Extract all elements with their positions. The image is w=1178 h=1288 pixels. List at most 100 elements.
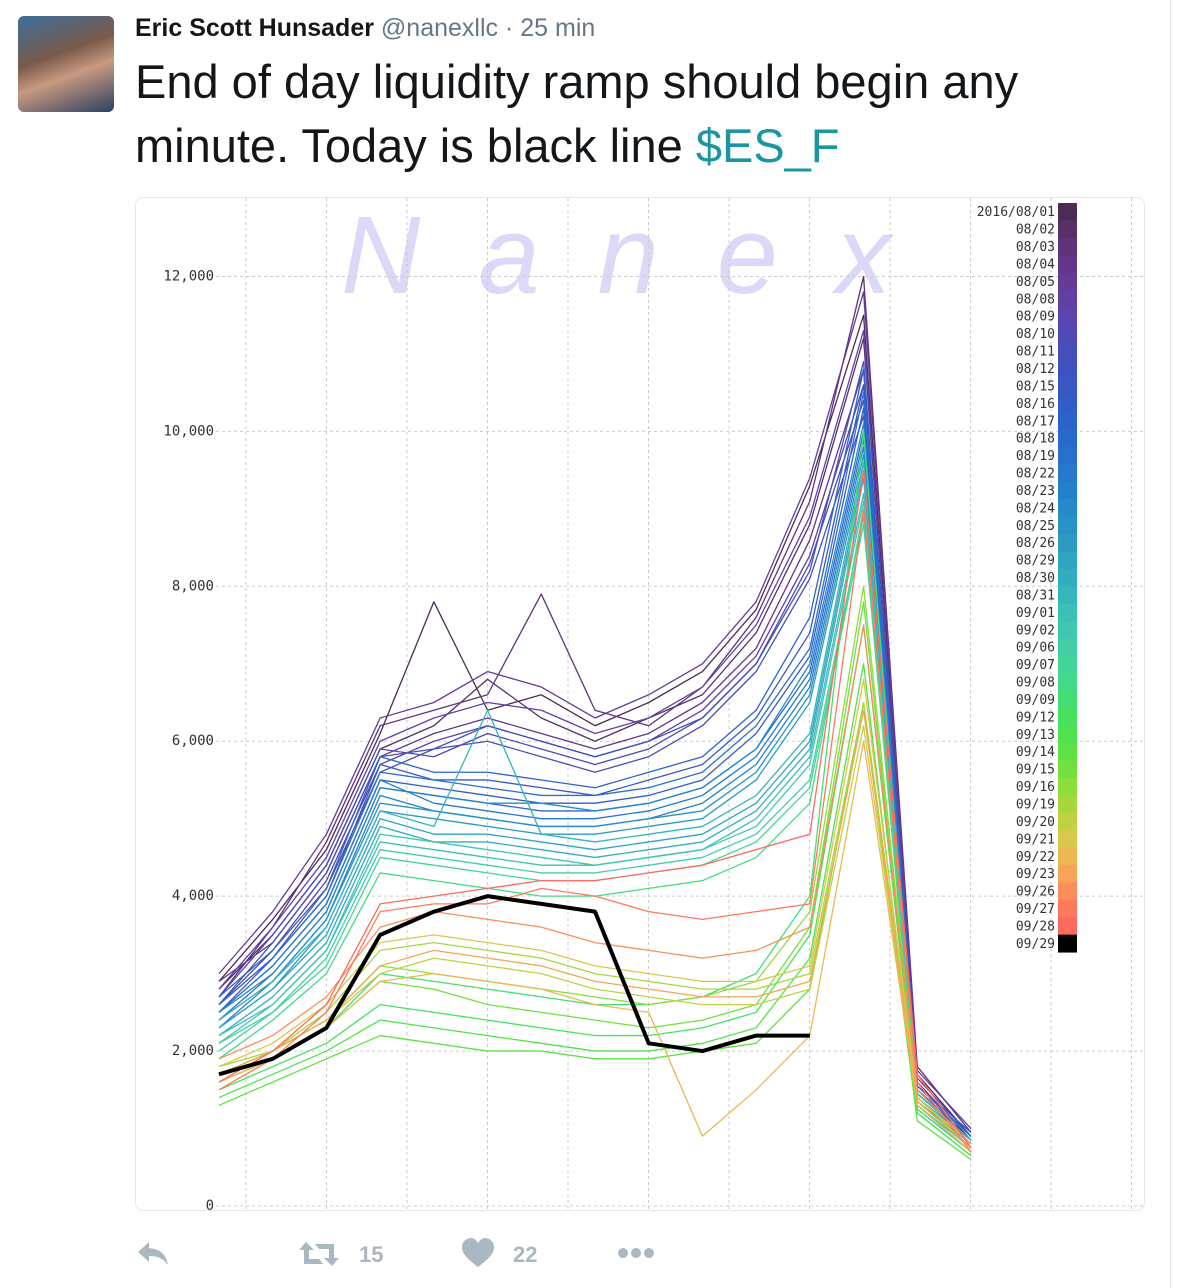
legend-swatch: [1058, 342, 1077, 361]
retweet-icon[interactable]: [297, 1234, 341, 1274]
like-count: 22: [513, 1242, 538, 1267]
legend-label: 08/24: [1016, 501, 1055, 516]
series-line: [218, 508, 972, 1153]
legend-swatch: [1058, 481, 1077, 500]
legend-label: 09/02: [1016, 623, 1055, 638]
legend-swatch: [1058, 899, 1077, 918]
legend-label: 08/08: [1016, 292, 1055, 307]
legend-swatch: [1058, 917, 1077, 936]
series-line: [218, 678, 972, 1145]
legend-swatch: [1058, 394, 1077, 413]
legend-label: 08/25: [1016, 519, 1055, 534]
like-icon[interactable]: [460, 1234, 496, 1274]
legend-swatch: [1058, 830, 1077, 849]
legend-label: 09/14: [1016, 745, 1055, 760]
scrollbar: [1170, 0, 1171, 1288]
legend-label: 09/27: [1016, 902, 1055, 917]
legend-swatch: [1058, 516, 1077, 535]
chart-image[interactable]: Nanex 0 2,000 4,000 6,000 8,000 10,000 12,000 2…: [135, 197, 1145, 1211]
legend-swatch: [1058, 743, 1077, 761]
legend-label: 09/06: [1016, 641, 1055, 656]
legend-label: 09/12: [1016, 710, 1055, 725]
legend-swatch: [1058, 621, 1077, 639]
series-line: [218, 291, 972, 1129]
timestamp[interactable]: 25 min: [520, 14, 596, 42]
legend-label: 09/19: [1016, 797, 1055, 812]
legend-label: 08/03: [1016, 240, 1055, 255]
tweet-actions: 15 22: [135, 1234, 735, 1274]
legend-swatch: [1058, 673, 1077, 692]
series-line: [218, 314, 972, 1137]
legend-label: 09/28: [1016, 919, 1055, 934]
series-line: [218, 894, 810, 1077]
legend-label: 08/05: [1016, 275, 1055, 290]
legend-swatch: [1058, 412, 1077, 430]
legend-label: 08/09: [1016, 310, 1055, 325]
legend-label: 09/09: [1016, 693, 1055, 708]
legend-swatch: [1058, 499, 1077, 518]
series-line: [218, 469, 972, 1149]
series-line: [218, 740, 972, 1153]
series-line: [218, 275, 972, 1133]
legend-swatch: [1058, 446, 1077, 465]
legend-label: 08/30: [1016, 571, 1055, 586]
y-tick-label: 4,000: [172, 888, 214, 904]
legend-label: 08/02: [1016, 223, 1055, 238]
series-line: [218, 392, 972, 1137]
handle[interactable]: @nanexllc: [380, 14, 499, 42]
legend-label: 08/15: [1016, 379, 1055, 394]
legend-label: 08/04: [1016, 257, 1055, 272]
tweet-body: End of day liquidity ramp should begin a…: [135, 55, 1019, 172]
legend-label: 09/26: [1016, 885, 1055, 900]
series-line: [218, 469, 972, 1145]
legend-label: 09/21: [1016, 832, 1055, 847]
legend-label: 08/29: [1016, 554, 1055, 569]
legend-swatch: [1058, 638, 1077, 657]
series-line: [218, 709, 972, 1149]
avatar[interactable]: [18, 16, 114, 112]
legend-label: 08/22: [1016, 467, 1055, 482]
legend-swatch: [1058, 603, 1077, 622]
legend-swatch: [1058, 359, 1077, 378]
legend-swatch: [1058, 847, 1077, 866]
legend-swatch: [1058, 708, 1077, 727]
legend-label: 09/13: [1016, 728, 1055, 743]
legend-swatch: [1058, 307, 1077, 326]
more-icon[interactable]: [615, 1234, 659, 1274]
legend-swatch: [1058, 533, 1077, 552]
cashtag-link[interactable]: $ES_F: [695, 119, 840, 172]
watermark: Nanex: [341, 198, 949, 317]
y-tick-label: 2,000: [172, 1043, 214, 1059]
reply-icon[interactable]: [135, 1234, 171, 1274]
series-line: [218, 361, 972, 1137]
legend-label: 09/16: [1016, 780, 1055, 795]
legend-swatch: [1058, 272, 1077, 291]
legend-label: 08/16: [1016, 397, 1055, 412]
legend-swatch: [1058, 655, 1077, 674]
series-line: [218, 453, 972, 1141]
series-line: [218, 624, 972, 1145]
legend-label: 08/18: [1016, 432, 1055, 447]
separator: ·: [504, 14, 514, 42]
series-line: [218, 422, 972, 1137]
legend-label: 09/22: [1016, 850, 1055, 865]
legend-swatch: [1058, 777, 1077, 796]
series-line: [218, 663, 972, 1157]
y-tick-label: 0: [206, 1198, 214, 1210]
legend-swatch: [1058, 795, 1077, 814]
legend-swatch: [1058, 237, 1077, 256]
legend-swatch: [1058, 568, 1077, 587]
legend-label: 08/31: [1016, 588, 1055, 603]
legend-label: 08/12: [1016, 362, 1055, 377]
series-line: [218, 624, 972, 1153]
legend-label: 09/15: [1016, 763, 1055, 778]
legend-swatch: [1058, 760, 1077, 779]
author-name[interactable]: Eric Scott Hunsader: [135, 14, 374, 42]
tweet-text: End of day liquidity ramp should begin a…: [135, 50, 1145, 178]
legend-label: 08/11: [1016, 345, 1055, 360]
series-line: [218, 330, 972, 1137]
legend-swatch: [1058, 324, 1077, 343]
legend-label: 08/17: [1016, 414, 1055, 429]
legend-label: 09/08: [1016, 676, 1055, 691]
legend-swatch: [1058, 690, 1077, 709]
